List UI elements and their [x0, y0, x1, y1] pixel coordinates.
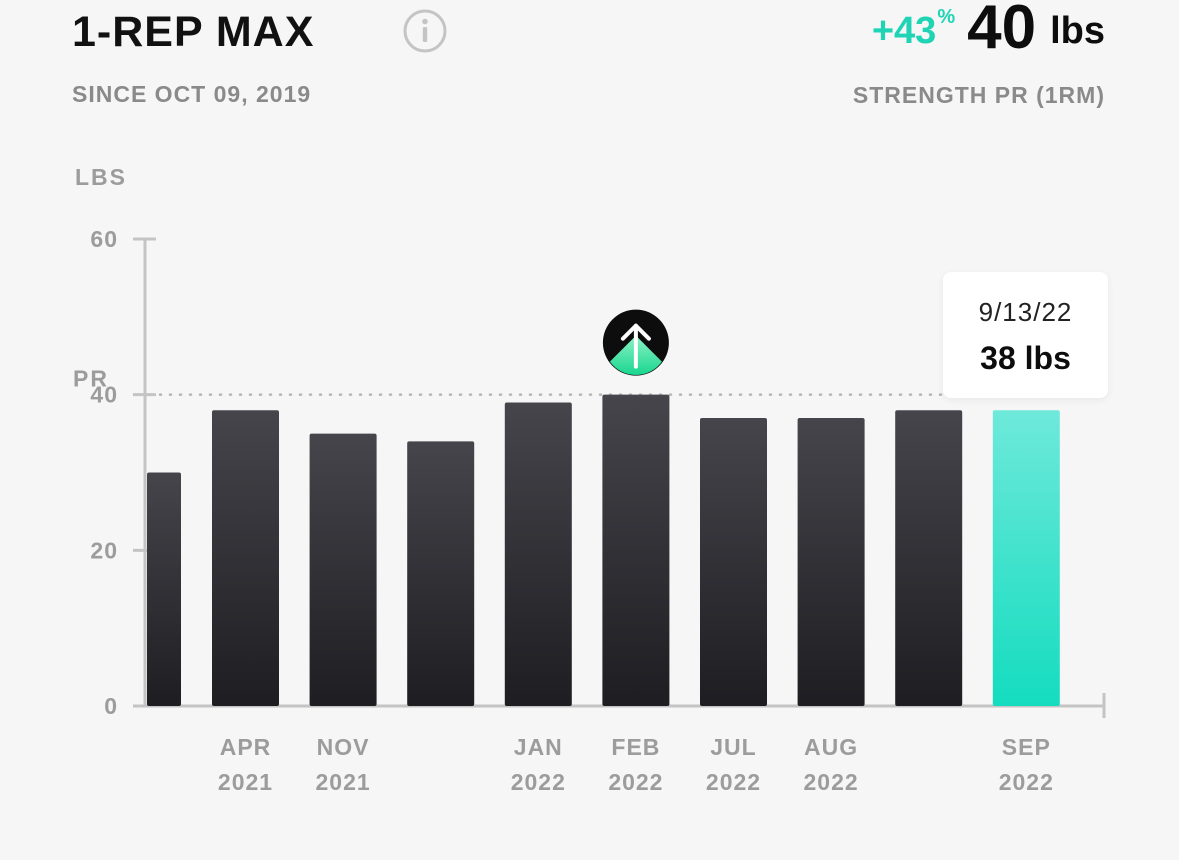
x-tick-year: 2022 — [999, 769, 1054, 795]
pr-caption: STRENGTH PR (1RM) — [852, 82, 1105, 108]
x-tick-year: 2021 — [316, 769, 371, 795]
info-icon[interactable] — [402, 8, 448, 54]
page-title: 1-REP MAX — [72, 8, 315, 56]
pr-label: PR — [73, 366, 109, 392]
change-percent: +43% — [871, 6, 956, 52]
x-tick-month: JUL — [710, 734, 756, 760]
pr-summary: +43% 40 lbs — [871, 0, 1105, 62]
y-axis-label: LBS — [75, 164, 127, 190]
bar[interactable] — [700, 418, 767, 706]
y-tick-label: 0 — [104, 693, 118, 719]
bar-tooltip: 9/13/22 38 lbs — [943, 272, 1108, 398]
x-tick-month: SEP — [1002, 734, 1051, 760]
x-tick-month: APR — [220, 734, 272, 760]
since-date: SINCE OCT 09, 2019 — [72, 81, 312, 107]
x-tick-year: 2022 — [706, 769, 761, 795]
y-tick-label: 40 — [90, 382, 118, 408]
tooltip-value: 38 lbs — [980, 340, 1071, 376]
tooltip-date: 9/13/22 — [978, 297, 1073, 327]
x-tick-month: FEB — [611, 734, 660, 760]
x-tick-month: AUG — [804, 734, 858, 760]
bar[interactable] — [895, 410, 963, 706]
arrow-up-circle-icon[interactable] — [602, 309, 669, 376]
bar[interactable] — [309, 433, 377, 706]
x-tick-month: NOV — [317, 734, 370, 760]
bar[interactable] — [797, 418, 865, 706]
x-tick-year: 2022 — [511, 769, 566, 795]
y-tick-label: 60 — [90, 226, 118, 252]
y-tick-label: 20 — [90, 537, 118, 563]
bar[interactable] — [504, 402, 572, 706]
x-tick-year: 2022 — [608, 769, 663, 795]
pr-unit: lbs — [1050, 10, 1105, 52]
x-tick-year: 2022 — [804, 769, 859, 795]
pr-value: 40 — [967, 0, 1037, 62]
bar[interactable] — [212, 410, 279, 706]
bar[interactable] — [407, 441, 475, 706]
x-tick-month: JAN — [514, 734, 563, 760]
bar[interactable] — [602, 394, 670, 706]
bar-selected[interactable] — [992, 410, 1060, 706]
bar[interactable] — [147, 472, 181, 707]
x-tick-year: 2021 — [218, 769, 273, 795]
